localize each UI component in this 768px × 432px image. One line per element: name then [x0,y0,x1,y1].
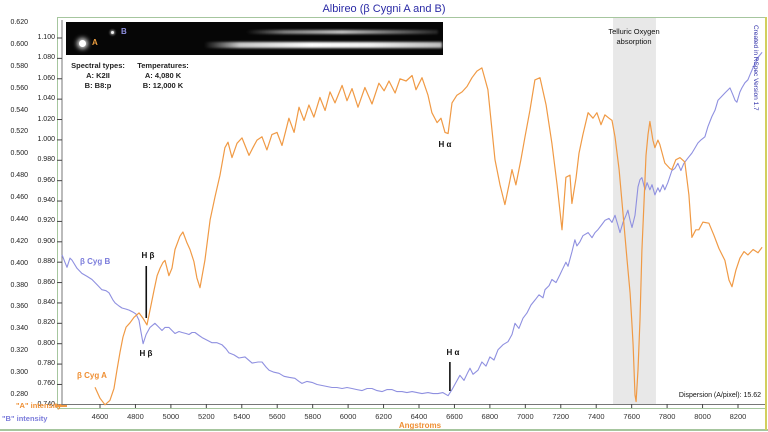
chart-title: Albireo (β Cygni A and B) [322,3,446,15]
spectrum-streak-a [204,42,442,48]
dispersion-readout: Dispersion (A/pixel): 15.62 [676,392,763,399]
slit-image-inset: A B [66,22,443,55]
rspec-watermark: Created in RSpec Version 1.7 [752,25,759,111]
star-b-dot [111,31,114,34]
x-axis-title: Angstroms [398,421,442,430]
series-a-curve [94,67,763,406]
series-b-curve [61,51,763,397]
telluric-label-line2: absorption [616,37,652,46]
star-a-label: A [92,38,98,47]
series-b-curve-label: β Cyg B [80,257,111,266]
star-b-label: B [121,27,127,36]
b-axis-title: "B" intensity [2,414,48,423]
frame-left-line [57,17,58,409]
temperatures-heading: Temperatures: [137,61,189,70]
telluric-label-line1: Telluric Oxygen [608,27,660,36]
telluric-band [613,18,656,404]
h-beta-label-blue: H β [139,349,153,358]
temperature-a: A: 4,080 K [144,71,182,80]
telluric-absorption-label: Telluric Oxygen absorption [594,27,674,47]
a-axis-title: "A" intensity [16,401,62,410]
frame-top-line [57,17,766,18]
window-bottom-line [0,429,768,431]
spectrum-streak-b [246,30,438,34]
spectral-types-heading: Spectral types: [71,61,125,70]
spectral-type-a: A: K2II [86,71,110,80]
spectral-types-block: Spectral types: A: K2II B: B8:p [66,61,130,91]
h-alpha-label-blue: H α [446,348,460,357]
frame-right-line [765,17,767,430]
spectral-type-b: B: B8:p [84,81,112,90]
series-a-curve-label: β Cyg A [77,371,107,380]
temperature-b: B: 12,000 K [142,81,184,90]
h-alpha-label-orange: H α [438,140,452,149]
temperatures-block: Temperatures: A: 4,080 K B: 12,000 K [130,61,196,91]
a-axis-legend-dash [55,405,67,407]
h-beta-label-orange: H β [141,251,155,260]
frame-bottom-line [57,408,766,409]
star-a-dot [79,40,86,47]
